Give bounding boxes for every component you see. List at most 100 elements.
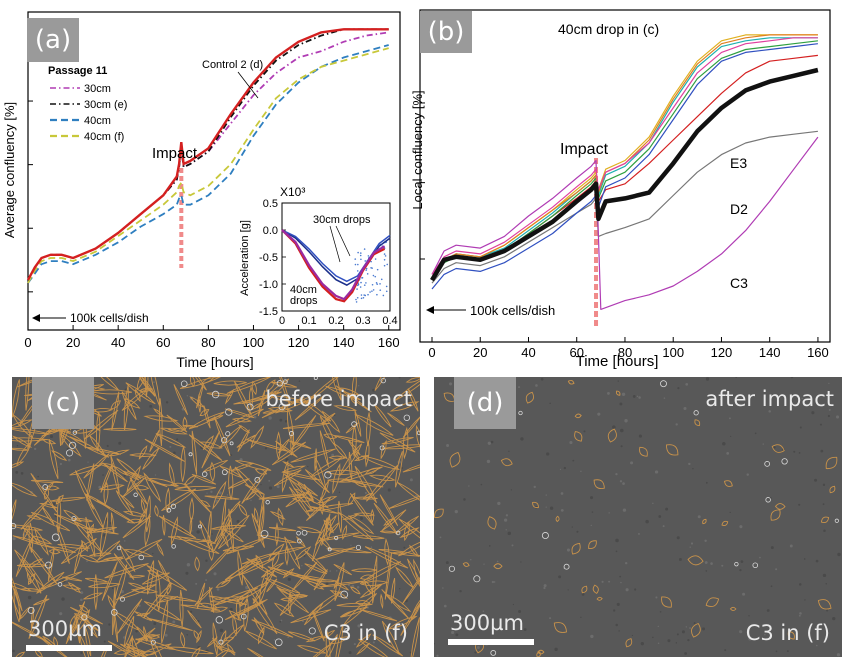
inset-scatter-point [355, 299, 357, 301]
texture-speckle [790, 545, 793, 548]
texture-speckle [580, 617, 581, 618]
texture-speckle [524, 628, 527, 631]
texture-speckle [477, 646, 480, 649]
texture-speckle [504, 519, 507, 522]
texture-speckle [791, 377, 794, 378]
cell-outline [12, 462, 23, 468]
texture-speckle [625, 562, 627, 564]
texture-speckle [608, 512, 609, 513]
texture-speckle [799, 452, 801, 454]
cell-outline [593, 585, 598, 593]
texture-speckle [837, 553, 840, 556]
texture-speckle [687, 639, 689, 641]
inset-scatter-point [354, 258, 356, 260]
texture-speckle [301, 565, 302, 566]
texture-speckle [675, 423, 677, 425]
texture-speckle [620, 429, 624, 433]
inset-scatter-point [357, 252, 359, 254]
texture-speckle [616, 550, 618, 552]
cell-outline [666, 445, 677, 455]
texture-speckle [250, 500, 251, 501]
texture-speckle [828, 383, 829, 384]
texture-speckle [618, 630, 619, 631]
texture-speckle [104, 641, 106, 643]
texture-speckle [550, 507, 553, 510]
control-label: Control 2 (d) [202, 59, 263, 71]
cell-outline [307, 636, 324, 641]
texture-speckle [800, 426, 802, 428]
texture-speckle [442, 587, 444, 589]
texture-speckle [339, 492, 340, 493]
cell-outline [537, 652, 541, 657]
cell-outline [195, 557, 200, 570]
texture-speckle [590, 496, 593, 499]
inset-scatter-point [367, 294, 369, 296]
texture-speckle [730, 436, 731, 437]
texture-speckle [607, 392, 610, 395]
round-cell [309, 628, 315, 634]
caption-c: before impact [265, 387, 412, 411]
texture-speckle [165, 634, 168, 637]
inset-xtick-label: 0 [279, 315, 285, 327]
inset-ytick-label: -0.5 [259, 252, 278, 264]
texture-speckle [187, 563, 191, 567]
cell-outline [183, 417, 187, 429]
texture-speckle [633, 395, 636, 398]
texture-speckle [739, 525, 742, 528]
texture-speckle [491, 441, 494, 444]
cell-outline [51, 498, 86, 502]
cell-outline [298, 646, 325, 653]
cell-outline [298, 527, 321, 533]
texture-speckle [704, 540, 706, 542]
texture-speckle [87, 461, 88, 462]
inset-scatter-point [370, 267, 372, 269]
texture-speckle [608, 581, 610, 583]
texture-speckle [371, 546, 373, 548]
label-e3: E3 [730, 155, 747, 171]
cell-outline [104, 428, 137, 430]
texture-speckle [620, 480, 622, 482]
texture-speckle [195, 583, 197, 585]
texture-speckle [582, 593, 585, 596]
inset-scatter-point [365, 282, 367, 284]
texture-speckle [560, 469, 561, 470]
inset-scatter-point [369, 291, 371, 293]
texture-speckle [613, 609, 615, 611]
texture-speckle [799, 612, 802, 615]
texture-speckle [440, 537, 442, 539]
texture-speckle [823, 529, 826, 532]
texture-speckle [211, 533, 212, 534]
inset-scatter-point [360, 258, 362, 260]
texture-speckle [274, 639, 275, 640]
texture-speckle [755, 433, 757, 435]
inset-scatter-point [371, 290, 373, 292]
cell-outline [626, 639, 632, 647]
inset-scatter-point [360, 286, 362, 288]
cell-outline [608, 429, 616, 442]
texture-speckle [176, 438, 178, 440]
cell-outline [157, 543, 163, 555]
texture-speckle [307, 466, 308, 467]
texture-speckle [483, 563, 484, 564]
texture-speckle [686, 626, 687, 627]
texture-speckle [597, 413, 600, 416]
cell-outline [821, 517, 828, 523]
texture-speckle [17, 445, 18, 446]
texture-speckle [135, 630, 138, 633]
texture-speckle [269, 486, 272, 489]
xtick-label-a: 20 [66, 335, 80, 350]
cell-outline [12, 483, 36, 497]
round-cell [302, 530, 307, 535]
xlabel-b: Time [hours] [576, 353, 659, 370]
texture-speckle [506, 514, 508, 516]
texture-speckle [617, 603, 620, 606]
texture-speckle [615, 539, 619, 543]
cell-outline [450, 452, 460, 467]
cell-outline [143, 448, 160, 470]
round-cell [519, 411, 523, 415]
texture-speckle [771, 546, 774, 549]
cell-outline [494, 564, 502, 569]
texture-speckle [655, 596, 657, 598]
texture-speckle [576, 531, 578, 533]
texture-speckle [185, 572, 188, 575]
